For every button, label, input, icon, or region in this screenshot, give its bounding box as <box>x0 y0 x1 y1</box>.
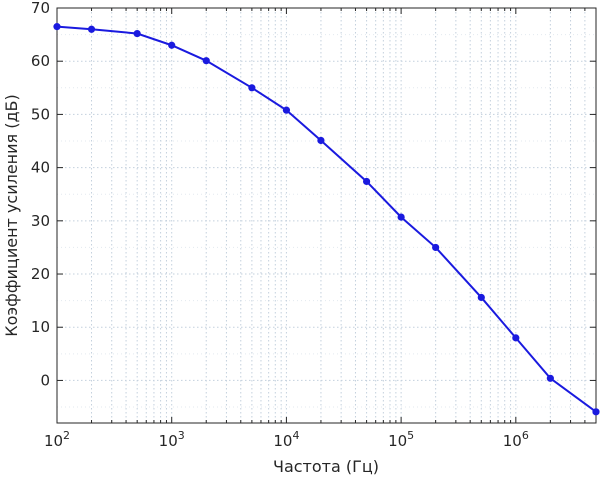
y-tick-label: 40 <box>31 159 50 177</box>
x-tick-labels: 102 103 104 105 106 <box>44 429 529 450</box>
x-tick-label: 102 <box>44 429 70 450</box>
data-point <box>362 177 371 186</box>
axis-ticks <box>57 8 596 423</box>
y-tick-label: 30 <box>31 212 50 230</box>
data-point <box>592 408 600 416</box>
data-point <box>248 84 256 92</box>
data-point <box>512 334 520 342</box>
y-tick-label: 0 <box>40 371 50 389</box>
data-point <box>168 41 176 49</box>
x-tick-label: 104 <box>273 429 299 450</box>
data-point <box>87 25 96 33</box>
data-point <box>546 374 554 382</box>
y-tick-label: 50 <box>31 105 50 123</box>
grid <box>57 8 596 423</box>
x-axis-label: Частота (Гц) <box>273 457 379 476</box>
data-point <box>477 293 485 302</box>
x-tick-label: 106 <box>503 429 529 450</box>
data-point <box>53 23 61 31</box>
data-point <box>133 29 141 38</box>
data-point <box>202 57 210 65</box>
data-point <box>397 213 405 221</box>
y-tick-labels: 0 10 20 30 40 50 60 70 <box>31 0 50 389</box>
y-tick-label: 20 <box>31 265 50 283</box>
data-point <box>317 136 325 145</box>
data-point <box>282 106 291 114</box>
plot-frame <box>56 7 597 424</box>
y-tick-label: 10 <box>31 318 50 336</box>
data-points <box>53 23 600 416</box>
y-tick-label: 70 <box>31 0 50 17</box>
data-point <box>432 243 440 252</box>
x-tick-label: 105 <box>388 429 414 450</box>
y-tick-label: 60 <box>31 52 50 70</box>
y-axis-label: Коэффициент усиления (дБ) <box>2 94 21 337</box>
x-tick-label: 103 <box>159 429 185 450</box>
